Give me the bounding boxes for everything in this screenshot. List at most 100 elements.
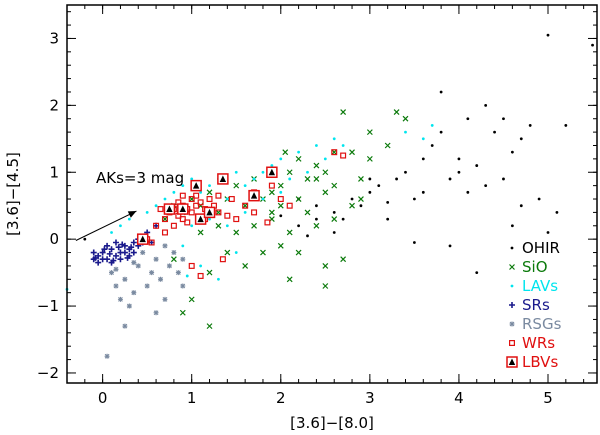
data-point bbox=[430, 124, 434, 127]
data-point bbox=[546, 33, 550, 37]
data-point bbox=[266, 166, 278, 179]
data-point bbox=[297, 224, 300, 228]
data-point bbox=[113, 266, 119, 272]
data-point bbox=[349, 202, 355, 209]
data-point bbox=[340, 256, 347, 263]
data-point bbox=[224, 249, 231, 256]
data-point bbox=[124, 254, 131, 261]
legend-marker bbox=[506, 356, 518, 368]
data-point bbox=[225, 224, 229, 228]
data-point bbox=[502, 177, 505, 181]
data-point bbox=[322, 189, 329, 196]
data-point bbox=[251, 222, 257, 229]
data-point bbox=[190, 224, 194, 228]
data-point bbox=[366, 129, 373, 136]
data-point bbox=[286, 276, 293, 283]
data-point bbox=[252, 177, 256, 181]
data-point bbox=[194, 213, 207, 225]
data-point bbox=[122, 323, 128, 329]
series-ohir bbox=[83, 33, 594, 275]
data-point bbox=[323, 157, 327, 161]
data-point bbox=[109, 270, 115, 276]
data-point bbox=[119, 224, 122, 228]
data-point bbox=[163, 197, 167, 201]
x-tick-label: 5 bbox=[543, 389, 553, 407]
data-point bbox=[404, 170, 407, 174]
data-point bbox=[215, 192, 222, 199]
data-point bbox=[304, 209, 311, 216]
data-point bbox=[286, 229, 293, 236]
data-point bbox=[148, 239, 155, 246]
data-point bbox=[199, 264, 203, 268]
data-point bbox=[117, 256, 124, 263]
data-point bbox=[279, 157, 283, 161]
data-point bbox=[217, 173, 229, 185]
series-lavs bbox=[65, 124, 434, 291]
data-point bbox=[110, 231, 113, 234]
data-point bbox=[475, 271, 479, 275]
data-point bbox=[197, 272, 204, 279]
data-point bbox=[260, 249, 266, 256]
data-point bbox=[340, 152, 347, 159]
data-point bbox=[193, 192, 200, 199]
x-tick-label: 2 bbox=[276, 389, 286, 407]
y-tick-label: 2 bbox=[49, 96, 59, 114]
data-point bbox=[162, 243, 168, 249]
data-point bbox=[206, 196, 213, 203]
data-point bbox=[261, 197, 265, 201]
data-point bbox=[144, 283, 150, 289]
data-point bbox=[484, 103, 488, 107]
data-point bbox=[386, 217, 390, 221]
data-point bbox=[233, 229, 240, 236]
data-point bbox=[466, 117, 470, 121]
data-point bbox=[404, 130, 407, 134]
data-point bbox=[358, 176, 364, 182]
data-point bbox=[368, 177, 372, 181]
data-point bbox=[243, 184, 247, 188]
data-point bbox=[161, 216, 168, 223]
data-point bbox=[115, 244, 122, 251]
data-point bbox=[591, 43, 594, 47]
data-point bbox=[208, 217, 211, 221]
data-point bbox=[340, 109, 347, 115]
data-point bbox=[295, 249, 302, 256]
data-point bbox=[206, 323, 213, 330]
data-point bbox=[175, 270, 181, 276]
data-point bbox=[322, 169, 329, 176]
data-point bbox=[110, 257, 117, 264]
data-point bbox=[277, 196, 284, 203]
y-tick-label: 1 bbox=[49, 163, 59, 181]
data-point bbox=[279, 190, 283, 194]
legend-marker bbox=[510, 246, 514, 250]
data-point bbox=[170, 256, 177, 263]
x-axis-label: [3.6]−[8.0] bbox=[290, 414, 374, 432]
data-point bbox=[242, 202, 249, 209]
data-point bbox=[315, 144, 318, 147]
data-point bbox=[264, 219, 271, 226]
data-point bbox=[304, 176, 311, 182]
data-point bbox=[341, 217, 345, 221]
data-point bbox=[412, 241, 416, 244]
data-point bbox=[179, 216, 186, 223]
data-point bbox=[288, 177, 292, 181]
y-tick-label: 0 bbox=[49, 230, 59, 248]
data-point bbox=[188, 262, 195, 269]
data-point bbox=[331, 182, 338, 189]
data-point bbox=[448, 177, 452, 181]
data-point bbox=[131, 260, 137, 266]
data-point bbox=[386, 200, 390, 204]
legend-label: SiO bbox=[522, 258, 548, 276]
data-point bbox=[112, 239, 119, 246]
data-point bbox=[95, 259, 102, 266]
data-point bbox=[131, 290, 137, 296]
x-tick-label: 3 bbox=[365, 389, 375, 407]
data-point bbox=[341, 144, 345, 147]
data-point bbox=[145, 210, 149, 214]
legend-label: OHIR bbox=[522, 239, 560, 257]
data-point bbox=[546, 231, 550, 234]
data-point bbox=[358, 196, 364, 202]
data-point bbox=[510, 150, 514, 154]
data-point bbox=[268, 189, 275, 196]
data-point bbox=[306, 234, 309, 238]
data-point bbox=[224, 212, 231, 219]
